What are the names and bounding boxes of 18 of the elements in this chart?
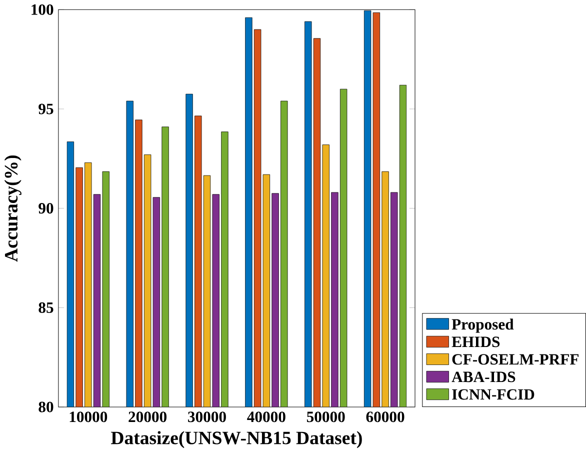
x-tick-label: 60000: [366, 411, 404, 422]
legend-label: Proposed: [452, 318, 514, 333]
x-tick-label: 50000: [306, 411, 345, 422]
legend-label: ABA-IDS: [452, 371, 516, 382]
y-tick-label: 85: [38, 302, 54, 313]
legend-label: EHIDS: [452, 336, 500, 347]
y-tick-label: 90: [38, 202, 54, 214]
y-tick-label: 100: [32, 4, 54, 15]
y-axis-title: Accuracy(%): [4, 155, 22, 262]
legend-label: CF-OSELM-PRFF: [452, 354, 578, 364]
x-tick-label: 20000: [128, 411, 167, 422]
y-tick-label: 80: [38, 401, 54, 412]
x-tick-label: 40000: [247, 411, 286, 422]
x-tick-label: 10000: [70, 411, 108, 422]
legend-label: ICNN-FCID: [452, 388, 534, 400]
y-tick-label: 95: [38, 103, 54, 114]
x-tick-label: 30000: [188, 411, 226, 422]
x-axis-title: Datasize(UNSW-NB15 Dataset): [111, 430, 362, 448]
